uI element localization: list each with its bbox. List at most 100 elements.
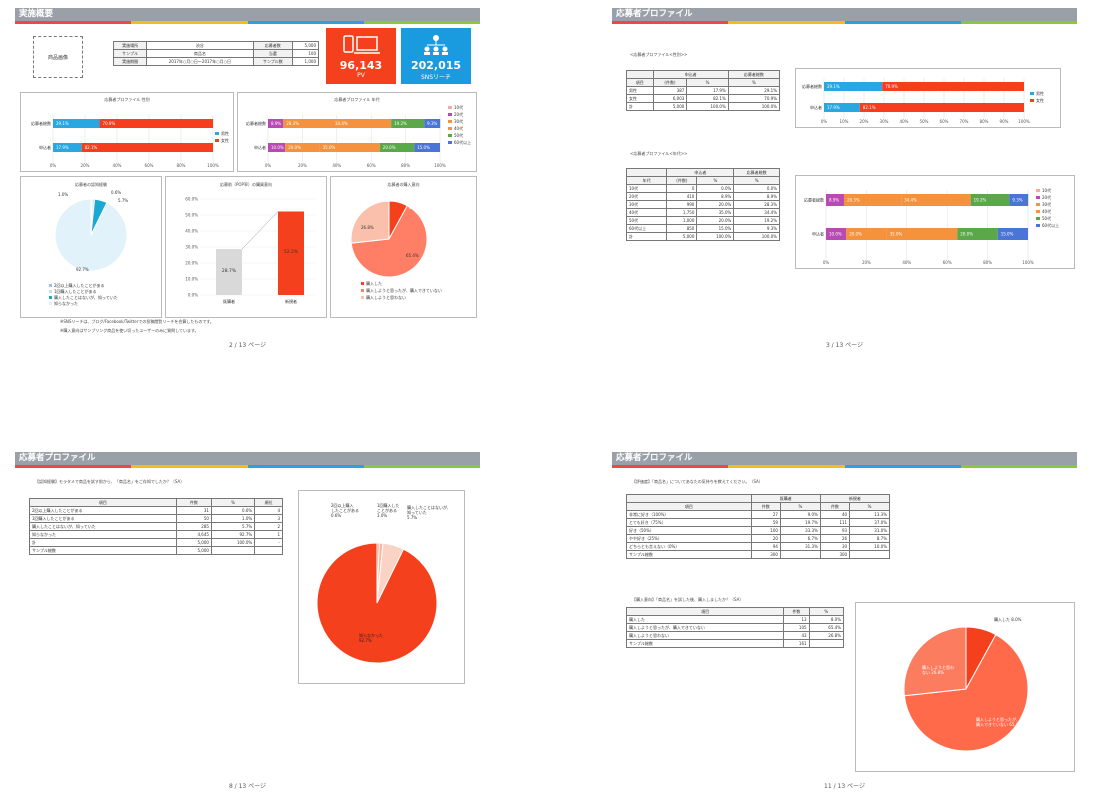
pie-slice bbox=[903, 633, 1029, 752]
table-cell: 8.9% bbox=[733, 192, 780, 201]
table-cell: サンプル総数 bbox=[626, 550, 752, 559]
table-cell: % bbox=[210, 498, 256, 507]
legend-swatch bbox=[49, 284, 52, 287]
table-cell bbox=[626, 494, 752, 503]
data-label: 34.4% bbox=[904, 198, 917, 203]
legend-swatch bbox=[215, 139, 219, 142]
table-cell: % bbox=[779, 502, 821, 511]
table-cell: 5,000 bbox=[291, 41, 320, 50]
tick-label: 40% bbox=[113, 163, 122, 168]
intent-pie-big: 購入した 8.0% 購入しようと思ったが、購入できていない 65.4% 購入しようと… bbox=[903, 616, 1029, 752]
tick-label: 0% bbox=[823, 260, 830, 265]
page-number: 2 / 13 ページ bbox=[228, 342, 267, 349]
table-cell: 9.3% bbox=[733, 224, 780, 233]
table-cell: 111 bbox=[819, 518, 851, 527]
data-label: 購入しようと思ったが、 bbox=[976, 716, 1020, 722]
page-header: 実施概要 bbox=[15, 8, 480, 21]
gender-chart-box: 応募者プロファイル 性別 0% 20% 40% 60% 80% 100% 応募者総数 29.1… bbox=[20, 92, 234, 172]
tick-label: 10% bbox=[840, 119, 849, 124]
table-cell: 40 bbox=[819, 510, 851, 519]
table-row: 非常に好き（100%） 27 9.0% 40 13.3% bbox=[626, 510, 890, 519]
table-cell: 31 bbox=[175, 506, 212, 515]
bar-segment bbox=[424, 119, 441, 128]
category-label: 既購者 bbox=[223, 298, 235, 304]
legend-swatch bbox=[448, 141, 452, 144]
bar-segment bbox=[859, 103, 1024, 112]
intent-pie: 8.0% 65.4% 26.8% 購入した購入しようと思ったが、購入できていない購入し… bbox=[350, 200, 442, 300]
table-cell: 1回購入したことがある bbox=[29, 514, 177, 523]
table-cell: 387 bbox=[652, 86, 688, 95]
legend-swatch bbox=[1036, 217, 1040, 220]
table-cell: 10.0% bbox=[849, 542, 890, 551]
table-cell: 100.0% bbox=[696, 232, 735, 241]
bar-segment bbox=[826, 194, 844, 206]
table-cell: 2017年○月○日～2017年○月○日 bbox=[146, 57, 254, 66]
legend-label: 40代 bbox=[454, 125, 463, 131]
data-label: 購入しようと思わ bbox=[922, 664, 954, 670]
table-cell: 1,000 bbox=[291, 57, 320, 66]
table-cell: 3 bbox=[254, 514, 283, 523]
age-table: 申込者 応募者総数 年代 (件数)%% 10代 0 0.0% 0.0% 20代 410 8.9% 8.… bbox=[625, 168, 780, 241]
legend-label: 購入したことはないが、知っていた bbox=[54, 294, 118, 300]
data-label: ことがある bbox=[377, 507, 397, 513]
table-cell: 100.0% bbox=[686, 102, 729, 111]
legend-label: 女性 bbox=[221, 137, 229, 143]
table-cell: 応募者総数 bbox=[733, 168, 780, 177]
tick-label: 60% bbox=[367, 163, 376, 168]
legend-label: 1回購入したことがある bbox=[54, 288, 97, 294]
legend-label: 40代 bbox=[1042, 208, 1051, 214]
data-label: 82.1% bbox=[85, 145, 98, 150]
tick-label: 80% bbox=[980, 119, 989, 124]
data-label: 28.7% bbox=[222, 268, 237, 274]
table-cell: 0.0% bbox=[696, 184, 735, 193]
category-label: 新規者 bbox=[285, 298, 297, 304]
data-label: 28.3% bbox=[286, 121, 299, 126]
legend-swatch bbox=[448, 127, 452, 130]
bar bbox=[278, 211, 304, 295]
tick-label: 100% bbox=[1022, 260, 1034, 265]
table-cell: 26.8% bbox=[808, 631, 845, 640]
table-cell: 2 bbox=[254, 522, 283, 531]
tick-label: 0% bbox=[265, 163, 272, 168]
table-row: 購入しようと思ったが、購入できていない 105 65.4% bbox=[625, 623, 845, 632]
table-cell: 2回以上購入したことがある bbox=[29, 506, 177, 515]
table-cell: 商品名 bbox=[146, 49, 254, 58]
bar-segment bbox=[283, 119, 332, 128]
section-title-age: <応募者プロファイル<年代>> bbox=[630, 151, 688, 156]
legend-swatch bbox=[1030, 99, 1034, 102]
intent-bar-chart: 0.0% 10.0% 20.0% 30.0% 40.0% 50.0% 60.0% 28.7% 既… bbox=[185, 197, 316, 304]
table-cell: 1.0% bbox=[210, 514, 256, 523]
color-stripe bbox=[612, 21, 1077, 24]
table-cell: % bbox=[733, 176, 780, 185]
legend-swatch bbox=[361, 282, 364, 285]
table-cell: 計 bbox=[29, 538, 177, 547]
legend-label: 50代 bbox=[1042, 215, 1051, 221]
table-cell: 6.7% bbox=[779, 534, 821, 543]
table-cell: 100 bbox=[750, 526, 781, 535]
legend-label: 知らなかった bbox=[54, 300, 78, 306]
legend-swatch bbox=[1036, 203, 1040, 206]
table-row: 60代以上 850 15.0% 9.3% bbox=[625, 224, 780, 233]
legend-swatch bbox=[1036, 224, 1040, 227]
page-summary: 実施概要 商品画像 実施場所 渋谷 応募者数 5,000 サンプル 商品名 当選 100 実施期… bbox=[15, 8, 480, 353]
kpi-sns-label: SNSリーチ bbox=[420, 74, 452, 81]
question-2: 【購入意向】「商品名」を試した後、購入しましたか？（SA） bbox=[632, 597, 744, 602]
bar-segment bbox=[886, 228, 958, 240]
data-label: 65.4% bbox=[406, 253, 419, 258]
table-cell: 購入したことはないが、知っていた bbox=[29, 522, 177, 531]
table-cell: 93 bbox=[819, 526, 851, 535]
table-cell: どちらとも言えない（0%） bbox=[626, 542, 752, 551]
tick-label: 40% bbox=[332, 163, 341, 168]
tick-label: 100% bbox=[207, 163, 219, 168]
table-cell: 31.3% bbox=[779, 542, 821, 551]
data-label: 92.7% bbox=[76, 267, 89, 272]
bar-segment bbox=[99, 119, 213, 128]
table-cell: 31.0% bbox=[849, 526, 890, 535]
intent-pie-big-box: 購入した 8.0% 購入しようと思ったが、 購入できていない 65.4% 購入しようと… bbox=[855, 602, 1075, 772]
intent-bar-box: 応募前（POP率）の購買意向 0.0% 10.0% 20.0% 30.0% 40.0% 5… bbox=[165, 176, 327, 318]
bar-segment bbox=[846, 228, 887, 240]
table-cell: 8.7% bbox=[849, 534, 890, 543]
table-cell: 20代 bbox=[625, 192, 668, 201]
table-row: 実施期間 2017年○月○日～2017年○月○日 サンプル数 1,000 bbox=[112, 57, 320, 66]
data-label: 70.9% bbox=[885, 84, 898, 89]
